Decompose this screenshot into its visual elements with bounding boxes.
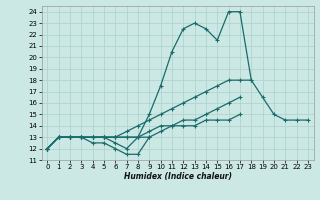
X-axis label: Humidex (Indice chaleur): Humidex (Indice chaleur) <box>124 172 232 181</box>
